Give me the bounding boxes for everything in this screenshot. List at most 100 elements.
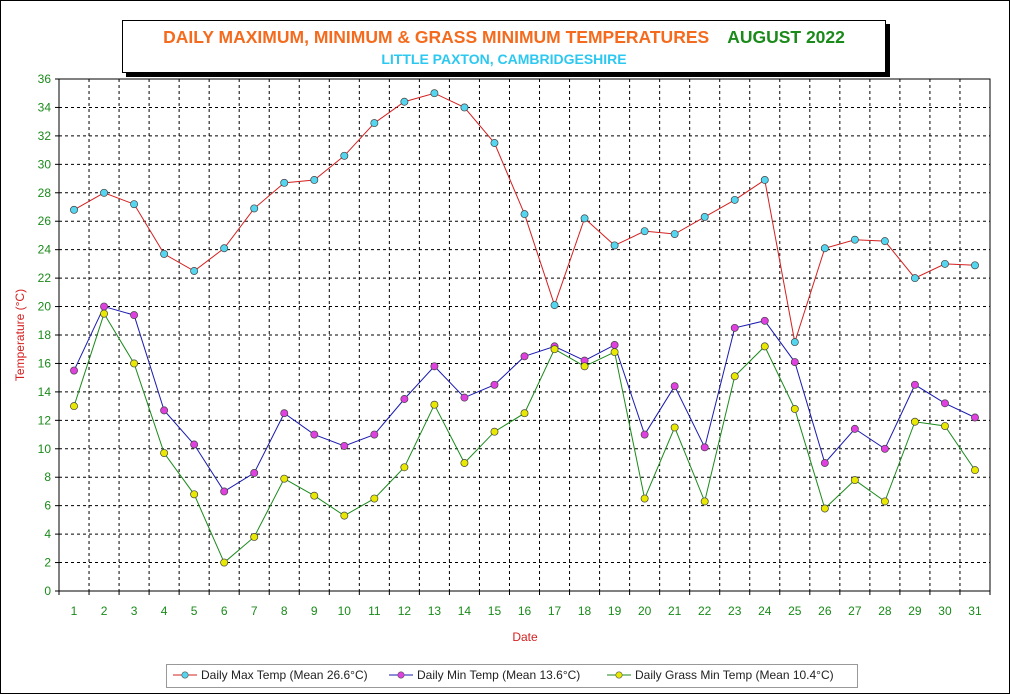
data-point <box>910 380 919 389</box>
chart-title-line: DAILY MAXIMUM, MINIMUM & GRASS MINIMUM T… <box>123 27 885 48</box>
plot-area-border <box>58 78 991 592</box>
data-point <box>910 274 919 283</box>
data-point <box>941 422 949 430</box>
legend-label-max: Daily Max Temp (Mean 26.6°C) <box>201 668 368 682</box>
x-tick-label: 18 <box>578 604 592 618</box>
y-tick-label: 34 <box>38 100 52 114</box>
data-point <box>730 195 739 204</box>
data-point <box>640 430 649 439</box>
x-tick-label: 11 <box>368 604 381 618</box>
x-tick-label: 3 <box>131 604 138 618</box>
data-point <box>730 372 739 381</box>
data-point <box>70 205 78 214</box>
x-tick-labels: 1 2 3 4 5 6 7 8 9 10 11 12 13 14 15 16 17 18 19 20 21 22 23 24 2… <box>71 604 982 618</box>
x-tick-label: 17 <box>548 604 562 618</box>
data-point <box>880 237 889 246</box>
series-group <box>70 89 979 567</box>
x-tick-label: 16 <box>518 604 532 618</box>
data-point <box>910 417 919 426</box>
title-box: DAILY MAXIMUM, MINIMUM & GRASS MINIMUM T… <box>122 20 886 73</box>
data-point <box>820 459 829 467</box>
x-tick-label: 22 <box>698 604 712 618</box>
data-point <box>460 393 469 402</box>
legend-item-min: Daily Min Temp (Mean 13.6°C) <box>389 668 580 682</box>
data-point <box>941 259 949 268</box>
data-point <box>941 399 949 408</box>
data-point <box>340 511 349 520</box>
data-point <box>520 210 529 219</box>
legend-swatch-min <box>389 671 413 679</box>
data-point <box>610 241 619 250</box>
data-point <box>610 341 619 349</box>
x-tick-label: 23 <box>728 604 742 618</box>
data-point <box>400 395 409 403</box>
data-point <box>640 494 649 503</box>
legend: Daily Max Temp (Mean 26.6°C) Daily Min T… <box>166 664 858 688</box>
data-point <box>130 200 139 209</box>
data-point <box>670 423 679 432</box>
x-tick-label: 31 <box>968 604 982 618</box>
x-tick-label: 8 <box>281 604 288 618</box>
x-tick-label: 26 <box>818 604 832 618</box>
data-point <box>730 323 739 332</box>
y-tick-label: 22 <box>38 271 52 285</box>
x-tick-label: 30 <box>938 604 952 618</box>
y-tick-label: 0 <box>44 584 51 598</box>
y-tick-label: 2 <box>44 556 51 570</box>
data-point <box>280 474 289 483</box>
series-2 <box>70 309 979 567</box>
chart-title: DAILY MAXIMUM, MINIMUM & GRASS MINIMUM T… <box>163 27 710 47</box>
data-point <box>250 469 259 477</box>
x-tick-label: 14 <box>458 604 472 618</box>
x-tick-label: 15 <box>488 604 502 618</box>
legend-label-grass: Daily Grass Min Temp (Mean 10.4°C) <box>635 668 834 682</box>
x-tick-label: 24 <box>758 604 772 618</box>
data-point <box>850 424 859 433</box>
y-axis-label: Temperature (°C) <box>13 289 27 381</box>
y-tick-label: 32 <box>38 129 52 143</box>
data-point <box>430 362 439 371</box>
legend-swatch-grass <box>607 671 631 679</box>
data-point <box>700 497 709 506</box>
data-point <box>790 358 799 366</box>
data-point <box>760 176 769 184</box>
legend-label-min: Daily Min Temp (Mean 13.6°C) <box>417 668 581 682</box>
data-point <box>220 244 229 253</box>
data-point <box>460 459 469 467</box>
data-point <box>520 409 529 418</box>
data-point <box>100 309 108 318</box>
data-point <box>340 441 349 450</box>
series-1 <box>70 302 979 496</box>
grid-lines <box>59 78 990 591</box>
data-point <box>310 176 319 184</box>
data-point <box>760 316 769 325</box>
data-point <box>550 301 559 310</box>
x-tick-label: 13 <box>428 604 442 618</box>
data-point <box>400 463 409 472</box>
x-tick-label: 25 <box>788 604 802 618</box>
data-point <box>971 413 979 422</box>
x-tick-label: 12 <box>398 604 412 618</box>
data-point <box>310 491 319 500</box>
x-tick-label: 19 <box>608 604 622 618</box>
data-point <box>640 227 649 236</box>
data-point <box>880 444 889 453</box>
data-point <box>580 214 589 223</box>
x-tick-label: 4 <box>161 604 168 618</box>
y-tick-label: 26 <box>38 214 52 228</box>
data-point <box>280 178 289 187</box>
data-point <box>670 230 679 238</box>
series-0 <box>70 89 979 347</box>
data-point <box>790 405 799 413</box>
y-tick-label: 4 <box>44 527 51 541</box>
data-point <box>490 380 499 389</box>
data-point <box>760 342 769 351</box>
data-point <box>850 235 859 244</box>
data-point <box>280 409 289 418</box>
y-tick-label: 20 <box>38 300 52 314</box>
data-point <box>190 490 199 499</box>
data-point <box>220 487 229 496</box>
data-point <box>220 558 229 567</box>
data-point <box>820 244 829 253</box>
